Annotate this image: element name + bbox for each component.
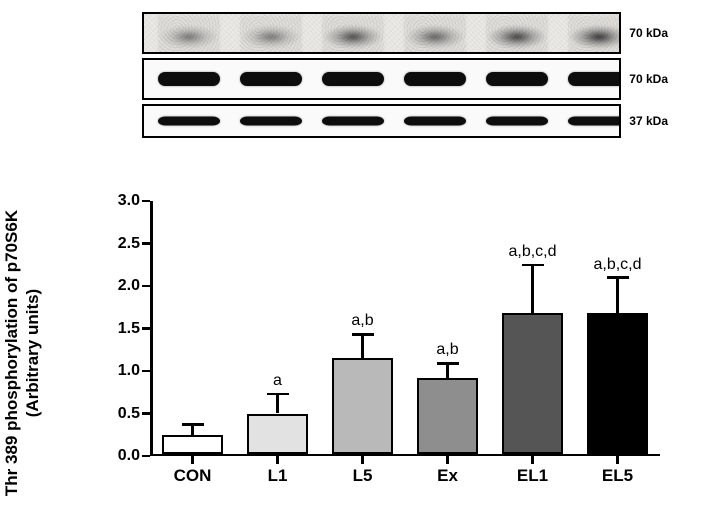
- blot-mw-label: 70 kDa: [629, 26, 668, 40]
- blot-lane: [486, 72, 548, 86]
- blot-noise: [404, 14, 466, 52]
- y-tick-label: 1.0: [0, 362, 140, 380]
- x-tick-label: Ex: [437, 466, 458, 486]
- x-tick-label: EL5: [602, 466, 633, 486]
- bar: [162, 435, 223, 454]
- blot-lane: [158, 72, 220, 86]
- blot-row: p70S6K70 kDa: [148, 58, 668, 100]
- x-tick-label: L5: [353, 466, 373, 486]
- significance-label: a,b,c,d: [593, 256, 641, 274]
- bar: [417, 378, 478, 454]
- blot-lane: [322, 72, 384, 86]
- error-bar: [276, 394, 279, 414]
- blot-mw-label: 70 kDa: [629, 72, 668, 86]
- bar: [587, 313, 648, 453]
- blot-lane: [404, 117, 466, 126]
- y-tick-label: 3.0: [0, 192, 140, 210]
- error-cap: [522, 264, 544, 267]
- significance-label: a: [273, 372, 282, 390]
- blot-mw-label: 37 kDa: [629, 114, 668, 128]
- x-tick: [446, 456, 449, 464]
- plot-area: 0.00.51.01.52.02.53.0CONaL1a,bL5a,bExa,b…: [150, 201, 660, 456]
- y-tick-label: 1.5: [0, 320, 140, 338]
- blot-lane: [240, 72, 302, 86]
- bar: [247, 414, 308, 454]
- y-axis: [150, 201, 153, 456]
- blot-lane: [240, 117, 302, 126]
- y-tick-label: 0.5: [0, 405, 140, 423]
- y-tick: [142, 242, 150, 245]
- y-tick-label: 2.0: [0, 277, 140, 295]
- error-cap: [182, 423, 204, 426]
- blot-lane: [568, 117, 621, 126]
- blot-lane: [404, 72, 466, 86]
- blot-row: GAPDH37 kDa: [148, 104, 668, 138]
- y-tick: [142, 455, 150, 458]
- significance-label: a,b,c,d: [508, 243, 556, 261]
- blot-box: [142, 104, 621, 138]
- error-bar: [361, 334, 364, 358]
- bar: [332, 358, 393, 453]
- error-bar: [191, 425, 194, 435]
- blot-noise: [240, 14, 302, 52]
- blot-noise: [486, 14, 548, 52]
- x-axis: [150, 454, 660, 457]
- significance-label: a,b: [436, 341, 458, 359]
- y-tick-label: 2.5: [0, 235, 140, 253]
- error-cap: [437, 362, 459, 365]
- x-tick: [361, 456, 364, 464]
- x-tick-label: CON: [174, 466, 212, 486]
- bar-chart: Thr 389 phosphorylation of p70S6K (Arbit…: [30, 193, 675, 513]
- y-tick: [142, 200, 150, 203]
- blot-box: [142, 58, 621, 100]
- x-tick-label: EL1: [517, 466, 548, 486]
- blot-lane: [486, 117, 548, 126]
- blot-lane: [568, 72, 621, 86]
- blot-row: p-p70S6K70 kDa: [148, 12, 668, 54]
- error-cap: [607, 276, 629, 279]
- x-tick: [616, 456, 619, 464]
- y-tick: [142, 285, 150, 288]
- blot-noise: [322, 14, 384, 52]
- y-tick: [142, 327, 150, 330]
- bar: [502, 313, 563, 453]
- error-cap: [267, 393, 289, 396]
- blot-lane: [158, 117, 220, 126]
- error-bar: [531, 265, 534, 313]
- y-tick: [142, 370, 150, 373]
- x-tick: [531, 456, 534, 464]
- blot-box: [142, 12, 621, 54]
- y-tick: [142, 412, 150, 415]
- blot-lane: [322, 117, 384, 126]
- western-blot-panel: p-p70S6K70 kDap70S6K70 kDa GAPDH37 kDa: [148, 12, 668, 142]
- blot-noise: [568, 14, 621, 52]
- y-tick-label: 0.0: [0, 447, 140, 465]
- x-tick-label: L1: [268, 466, 288, 486]
- error-bar: [616, 278, 619, 314]
- x-tick: [276, 456, 279, 464]
- error-cap: [352, 333, 374, 336]
- figure-root: p-p70S6K70 kDap70S6K70 kDa GAPDH37 kDa Th…: [0, 0, 722, 525]
- error-bar: [446, 363, 449, 377]
- x-tick: [191, 456, 194, 464]
- significance-label: a,b: [351, 312, 373, 330]
- blot-noise: [158, 14, 220, 52]
